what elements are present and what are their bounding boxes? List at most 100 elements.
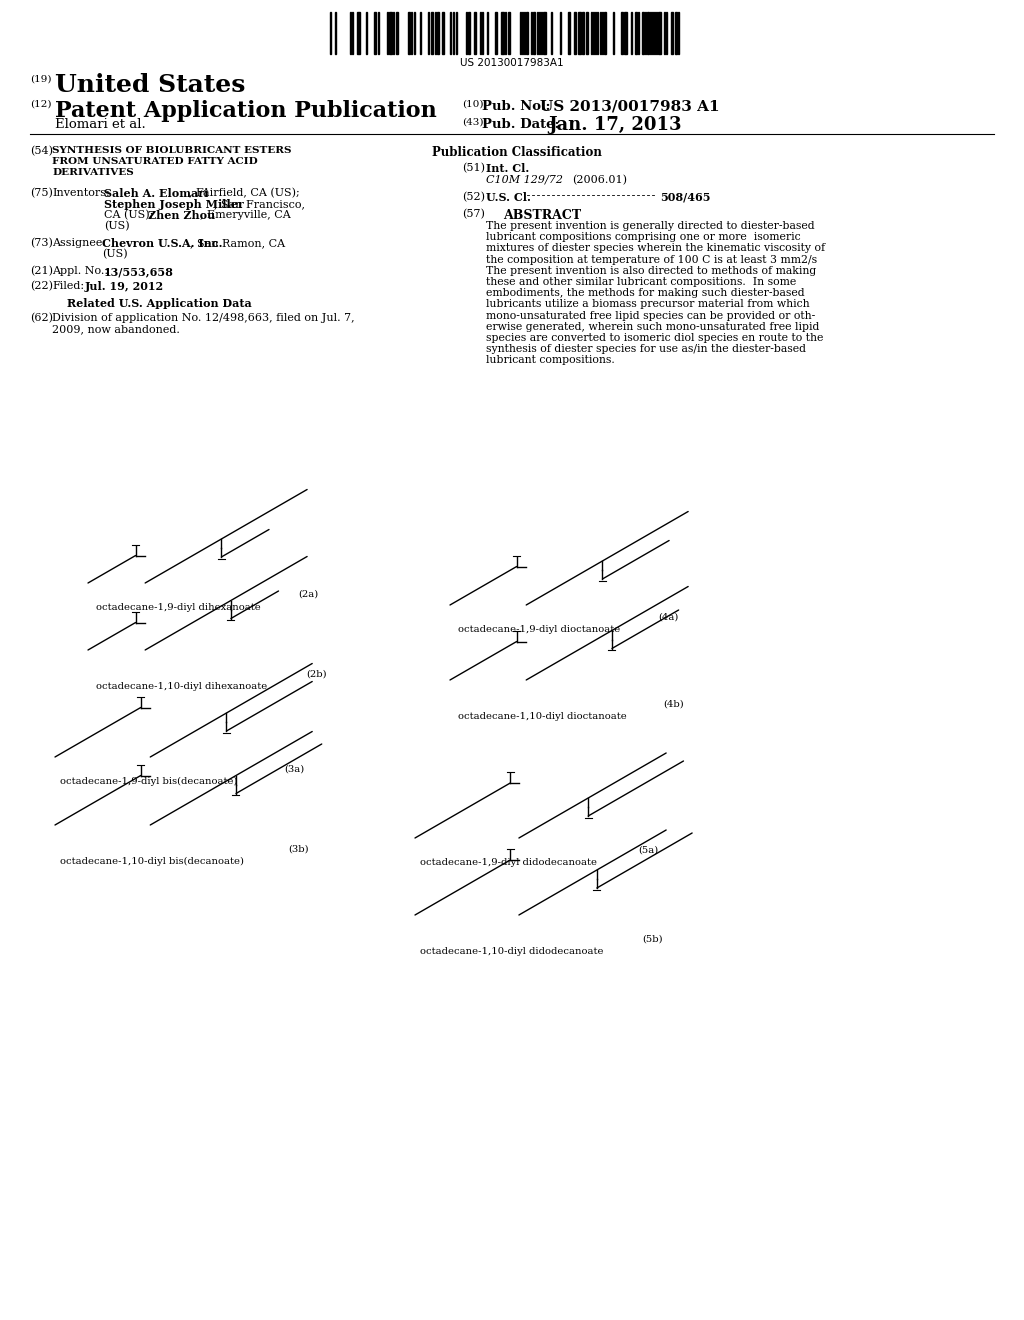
Text: Patent Application Publication: Patent Application Publication [55, 100, 437, 121]
Bar [526, 12, 528, 54]
Text: (19): (19) [30, 75, 51, 84]
Text: US 20130017983A1: US 20130017983A1 [460, 58, 564, 69]
Text: Stephen Joseph Miller: Stephen Joseph Miller [104, 199, 244, 210]
Bar [568, 12, 570, 54]
Bar [624, 12, 627, 54]
Text: species are converted to isomeric diol species en route to the: species are converted to isomeric diol s… [486, 333, 823, 343]
Text: synthesis of diester species for use as/in the diester-based: synthesis of diester species for use as/… [486, 345, 806, 354]
Text: 13/553,658: 13/553,658 [104, 267, 174, 277]
Bar [635, 12, 637, 54]
Bar [574, 12, 575, 54]
Bar [374, 12, 376, 54]
Text: (4b): (4b) [663, 700, 684, 709]
Bar [508, 12, 510, 54]
Bar [582, 12, 584, 54]
Text: , San Francisco,: , San Francisco, [214, 199, 305, 209]
Bar [437, 12, 439, 54]
Text: (54): (54) [30, 147, 53, 156]
Text: lubricant compositions comprising one or more  isomeric: lubricant compositions comprising one or… [486, 232, 801, 242]
Bar [474, 12, 476, 54]
Text: ABSTRACT: ABSTRACT [503, 209, 581, 222]
Bar [647, 12, 649, 54]
Text: the composition at temperature of 100 C is at least 3 mm2/s: the composition at temperature of 100 C … [486, 255, 817, 264]
Text: , Fairfield, CA (US);: , Fairfield, CA (US); [189, 187, 300, 198]
Text: lubricant compositions.: lubricant compositions. [486, 355, 614, 366]
Text: DERIVATIVES: DERIVATIVES [52, 168, 134, 177]
Text: Int. Cl.: Int. Cl. [486, 162, 529, 174]
Text: (US): (US) [104, 220, 130, 231]
Text: Publication Classification: Publication Classification [432, 147, 602, 158]
Text: (3a): (3a) [284, 766, 304, 774]
Text: 508/465: 508/465 [660, 191, 711, 203]
Bar [578, 12, 581, 54]
Text: Jul. 19, 2012: Jul. 19, 2012 [85, 281, 164, 292]
Text: octadecane-1,10-diyl didodecanoate: octadecane-1,10-diyl didodecanoate [420, 946, 603, 956]
Text: (US): (US) [102, 249, 128, 259]
Text: Filed:: Filed: [52, 281, 84, 290]
Bar [586, 12, 588, 54]
Text: Saleh A. Elomari: Saleh A. Elomari [104, 187, 208, 199]
Text: octadecane-1,10-diyl dioctanoate: octadecane-1,10-diyl dioctanoate [458, 711, 627, 721]
Text: (5b): (5b) [642, 935, 663, 944]
Text: lubricants utilize a biomass precursor material from which: lubricants utilize a biomass precursor m… [486, 300, 810, 309]
Bar [501, 12, 504, 54]
Text: Pub. Date:: Pub. Date: [482, 117, 559, 131]
Text: 2009, now abandoned.: 2009, now abandoned. [52, 323, 180, 334]
Text: (2b): (2b) [306, 671, 327, 678]
Text: (57): (57) [462, 209, 485, 219]
Text: Jan. 17, 2013: Jan. 17, 2013 [548, 116, 682, 135]
Text: (3b): (3b) [288, 845, 308, 854]
Bar [495, 12, 497, 54]
Text: Related U.S. Application Data: Related U.S. Application Data [67, 298, 252, 309]
Text: SYNTHESIS OF BIOLUBRICANT ESTERS: SYNTHESIS OF BIOLUBRICANT ESTERS [52, 147, 292, 154]
Text: The present invention is generally directed to diester-based: The present invention is generally direc… [486, 220, 815, 231]
Bar [442, 12, 444, 54]
Text: Chevron U.S.A. Inc.: Chevron U.S.A. Inc. [102, 238, 222, 249]
Bar [671, 12, 673, 54]
Text: CA (US);: CA (US); [104, 210, 154, 220]
Bar [534, 12, 535, 54]
Text: (75): (75) [30, 187, 53, 198]
Text: (22): (22) [30, 281, 53, 292]
Text: octadecane-1,9-diyl dihexanoate: octadecane-1,9-diyl dihexanoate [96, 603, 261, 612]
Bar [431, 12, 433, 54]
Text: The present invention is also directed to methods of making: The present invention is also directed t… [486, 265, 816, 276]
Text: (2a): (2a) [298, 590, 318, 599]
Bar [396, 12, 398, 54]
Text: Pub. No.:: Pub. No.: [482, 100, 551, 114]
Text: (73): (73) [30, 238, 53, 248]
Text: (62): (62) [30, 313, 53, 323]
Text: mono-unsaturated free lipid species can be provided or oth-: mono-unsaturated free lipid species can … [486, 310, 815, 321]
Text: octadecane-1,10-diyl bis(decanoate): octadecane-1,10-diyl bis(decanoate) [60, 857, 244, 866]
Bar [389, 12, 392, 54]
Text: octadecane-1,9-diyl dioctanoate: octadecane-1,9-diyl dioctanoate [458, 624, 621, 634]
Text: U.S. Cl.: U.S. Cl. [486, 191, 530, 203]
Bar [543, 12, 546, 54]
Text: Inventors:: Inventors: [52, 187, 110, 198]
Text: Division of application No. 12/498,663, filed on Jul. 7,: Division of application No. 12/498,663, … [52, 313, 354, 323]
Text: Elomari et al.: Elomari et al. [55, 117, 145, 131]
Text: mixtures of diester species wherein the kinematic viscosity of: mixtures of diester species wherein the … [486, 243, 825, 253]
Bar [357, 12, 360, 54]
Text: octadecane-1,9-diyl bis(decanoate): octadecane-1,9-diyl bis(decanoate) [60, 777, 238, 787]
Text: (4a): (4a) [658, 612, 678, 622]
Text: (5a): (5a) [638, 846, 658, 855]
Text: octadecane-1,10-diyl dihexanoate: octadecane-1,10-diyl dihexanoate [96, 682, 267, 690]
Text: (43): (43) [462, 117, 483, 127]
Text: octadecane-1,9-diyl didodecanoate: octadecane-1,9-diyl didodecanoate [420, 858, 597, 867]
Bar [642, 12, 644, 54]
Text: , Emeryville, CA: , Emeryville, CA [200, 210, 291, 220]
Text: Assignee:: Assignee: [52, 238, 106, 248]
Bar [675, 12, 677, 54]
Text: erwise generated, wherein such mono-unsaturated free lipid: erwise generated, wherein such mono-unsa… [486, 322, 819, 331]
Text: Appl. No.:: Appl. No.: [52, 267, 109, 276]
Text: , San Ramon, CA: , San Ramon, CA [190, 238, 285, 248]
Text: these and other similar lubricant compositions.  In some: these and other similar lubricant compos… [486, 277, 797, 286]
Text: (51): (51) [462, 162, 485, 173]
Text: United States: United States [55, 73, 246, 96]
Bar [658, 12, 662, 54]
Bar [468, 12, 470, 54]
Bar [604, 12, 606, 54]
Text: (10): (10) [462, 100, 483, 110]
Text: US 2013/0017983 A1: US 2013/0017983 A1 [540, 100, 720, 114]
